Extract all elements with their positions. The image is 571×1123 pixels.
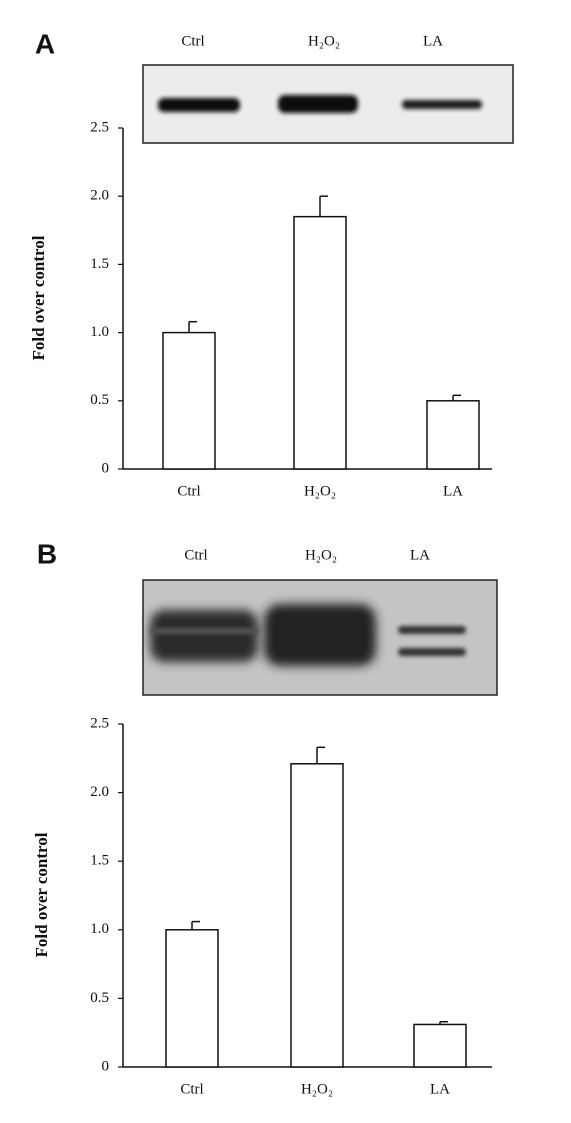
y-tick-label: 0.5: [90, 990, 109, 1006]
y-tick-label: 1.0: [90, 324, 109, 340]
y-tick-label: 2.0: [90, 784, 109, 800]
gel-lane-label: Ctrl: [181, 33, 204, 49]
x-tick-label: Ctrl: [180, 1081, 203, 1097]
y-tick-label: 0.5: [90, 392, 109, 408]
y-tick-label: 1.5: [90, 256, 109, 272]
y-tick-label: 1.0: [90, 921, 109, 937]
y-tick-label: 1.5: [90, 853, 109, 869]
y-tick-label: 2.5: [90, 715, 109, 731]
x-tick-label: LA: [430, 1081, 450, 1097]
x-tick-label: LA: [443, 483, 463, 499]
y-tick-label: 0: [102, 1058, 110, 1074]
y-axis-label: Fold over control: [32, 832, 51, 957]
bar: [165, 929, 219, 1068]
y-axis-label: Fold over control: [29, 235, 48, 360]
gel-lane-label: H₂O₂: [308, 33, 340, 49]
bar: [162, 331, 216, 470]
panel-label: B: [37, 538, 57, 569]
x-tick-label: H₂O₂: [301, 1081, 333, 1097]
x-tick-label: H₂O₂: [304, 483, 336, 499]
gel-lane-label: LA: [410, 547, 430, 563]
bar: [293, 215, 347, 470]
y-tick-label: 0: [102, 460, 110, 476]
bar: [413, 1023, 467, 1068]
bar: [426, 400, 480, 470]
gel-b: [142, 579, 498, 696]
gel-lane-label: H₂O₂: [305, 547, 337, 563]
bar: [290, 763, 344, 1068]
y-tick-label: 2.0: [90, 188, 109, 204]
x-tick-label: Ctrl: [177, 483, 200, 499]
gel-lane-label: LA: [423, 33, 443, 49]
panel-label: A: [35, 28, 55, 59]
gel-lane-label: Ctrl: [184, 547, 207, 563]
y-tick-label: 2.5: [90, 119, 109, 135]
gel-a: [142, 64, 514, 144]
